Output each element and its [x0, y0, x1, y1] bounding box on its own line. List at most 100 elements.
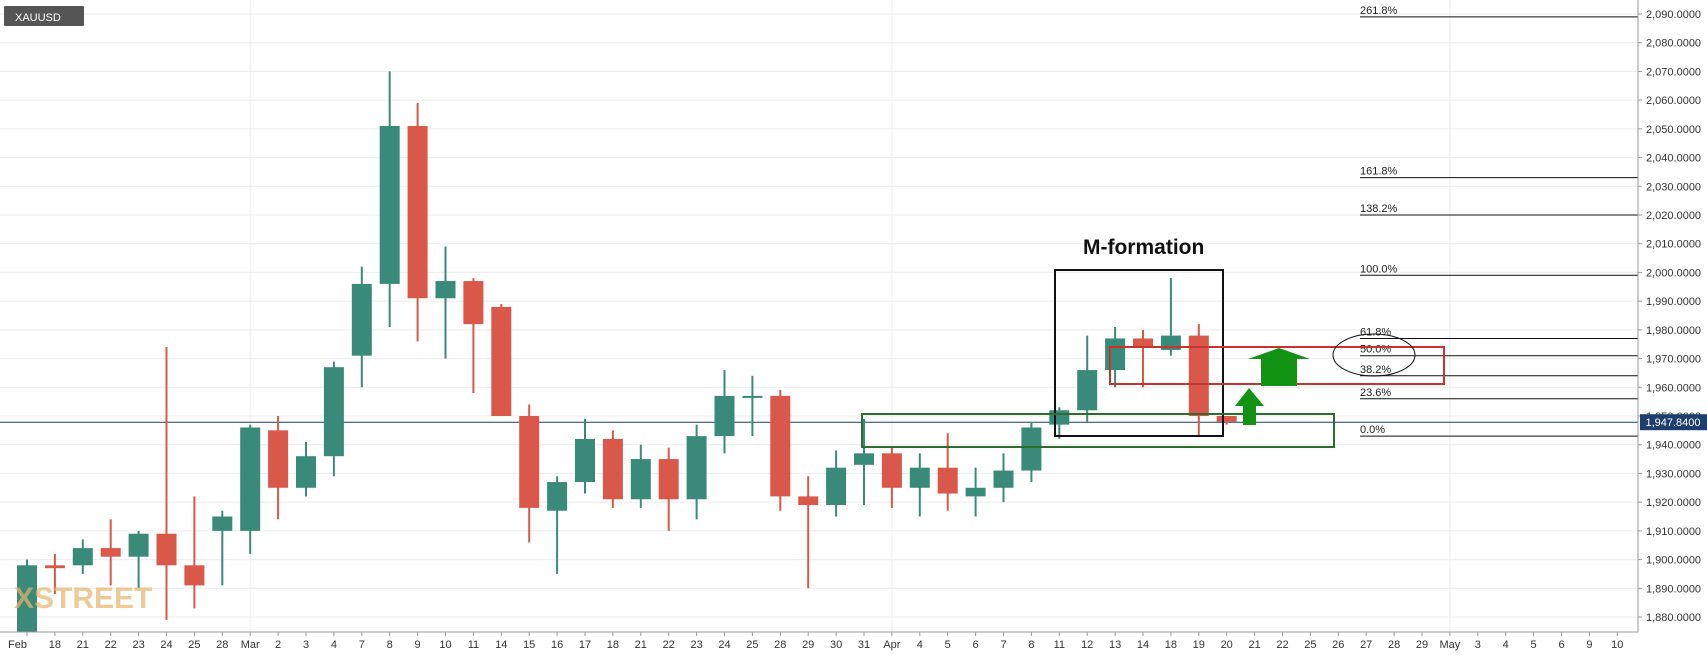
candle [156, 347, 177, 620]
candle [826, 450, 847, 517]
x-tick-label: May [1440, 639, 1461, 651]
m-formation-box [1054, 269, 1224, 437]
y-tick-label: 2,080.0000 [1646, 38, 1701, 50]
current-price-label: 1,947.8400 [1645, 417, 1700, 429]
x-tick-label: 26 [1332, 639, 1344, 651]
candle [407, 103, 428, 342]
candle [742, 375, 763, 437]
x-tick-label: 6 [973, 639, 979, 651]
candle-body [881, 453, 902, 488]
candle [1160, 278, 1181, 356]
candle-body [547, 482, 568, 511]
y-tick-label: 2,070.0000 [1646, 66, 1701, 78]
fib-level-label: 50.0% [1360, 344, 1391, 356]
candle [184, 496, 205, 609]
candle [296, 441, 316, 497]
x-tick-label: 2 [275, 639, 281, 651]
x-tick-label: 9 [1586, 639, 1592, 651]
candle [881, 447, 902, 508]
watermark: XSTREET [14, 582, 152, 615]
candle [993, 453, 1014, 503]
candle-body [240, 427, 261, 531]
candle-body [128, 533, 149, 557]
y-tick-label: 1,940.0000 [1646, 440, 1701, 452]
candle-body [602, 438, 623, 500]
x-tick-label: 22 [663, 639, 675, 651]
candle-body [17, 565, 37, 632]
x-tick-label: 6 [1558, 639, 1564, 651]
candle [519, 404, 540, 543]
y-tick-label: 2,010.0000 [1646, 239, 1701, 251]
x-tick-label: 16 [551, 639, 563, 651]
candle-body [1133, 338, 1153, 348]
fib-level-label: 0.0% [1360, 424, 1385, 436]
x-tick-label: 18 [49, 639, 61, 651]
symbol-badge: XAUUSD [4, 6, 84, 26]
candle [798, 476, 819, 589]
candle-body [296, 456, 316, 488]
candle [1188, 324, 1209, 437]
y-tick-label: 2,050.0000 [1646, 124, 1701, 136]
m-formation-label: M-formation [1083, 236, 1204, 259]
candle [909, 453, 930, 517]
candle [770, 390, 791, 511]
support-zone-box [861, 413, 1335, 448]
candle [1133, 329, 1153, 388]
x-tick-label: 4 [331, 639, 337, 651]
candle [602, 430, 623, 508]
x-tick-label: 29 [1416, 639, 1428, 651]
current-price-badge: 1,947.8400 [1640, 414, 1707, 431]
candle-body [491, 306, 512, 416]
fib-level-label: 261.8% [1360, 5, 1398, 17]
y-tick-label: 1,910.0000 [1646, 526, 1701, 538]
candle-body [798, 496, 819, 506]
candle-body [742, 395, 763, 398]
candle-body [630, 459, 651, 500]
candle [1049, 407, 1070, 439]
green-arrow-small [1235, 388, 1264, 425]
x-tick-label: 18 [1165, 639, 1177, 651]
x-tick-label: 17 [579, 639, 591, 651]
fibonacci-levels: 261.8% 161.8% 138.2% 100.0% 61.8% 50.0% 38.2% 2… [1360, 5, 1638, 437]
x-tick-label: Feb [8, 639, 27, 651]
candle-body [323, 367, 344, 457]
candle [1021, 421, 1042, 483]
y-tick-label: 2,000.0000 [1646, 267, 1701, 279]
candle-body [184, 565, 205, 586]
x-tick-label: 24 [718, 639, 730, 651]
y-axis-ticks: 2,090.0000 2,080.0000 2,070.0000 2,060.0000… [1638, 9, 1701, 624]
y-tick-label: 1,880.0000 [1646, 612, 1701, 624]
candle [491, 304, 512, 416]
candle-body [937, 467, 958, 494]
x-tick-label: 21 [635, 639, 647, 651]
x-tick-label: 8 [387, 639, 393, 651]
candle-body [686, 436, 707, 500]
candle [240, 424, 261, 554]
candle [1105, 326, 1126, 388]
candle [575, 418, 595, 494]
x-tick-label: 27 [1360, 639, 1372, 651]
candle [1077, 335, 1098, 422]
candle-body [463, 281, 484, 325]
candle-body [519, 416, 540, 508]
x-tick-label: 5 [945, 639, 951, 651]
candle-body [379, 125, 400, 284]
annotation-overlays: M-formation [861, 236, 1445, 448]
candle-body [826, 467, 847, 506]
x-tick-label: 23 [132, 639, 144, 651]
grid-lines [0, 0, 1638, 632]
x-tick-label: 25 [188, 639, 200, 651]
candle-body [714, 395, 735, 437]
candle-body [993, 470, 1014, 488]
candle [128, 530, 149, 589]
y-tick-label: 1,960.0000 [1646, 382, 1701, 394]
y-tick-label: 1,970.0000 [1646, 354, 1701, 366]
x-tick-label: 24 [160, 639, 172, 651]
candle-body [1049, 410, 1070, 425]
y-tick-label: 1,980.0000 [1646, 325, 1701, 337]
candle [212, 510, 233, 586]
candle [1216, 416, 1237, 425]
candle-body [770, 395, 791, 497]
